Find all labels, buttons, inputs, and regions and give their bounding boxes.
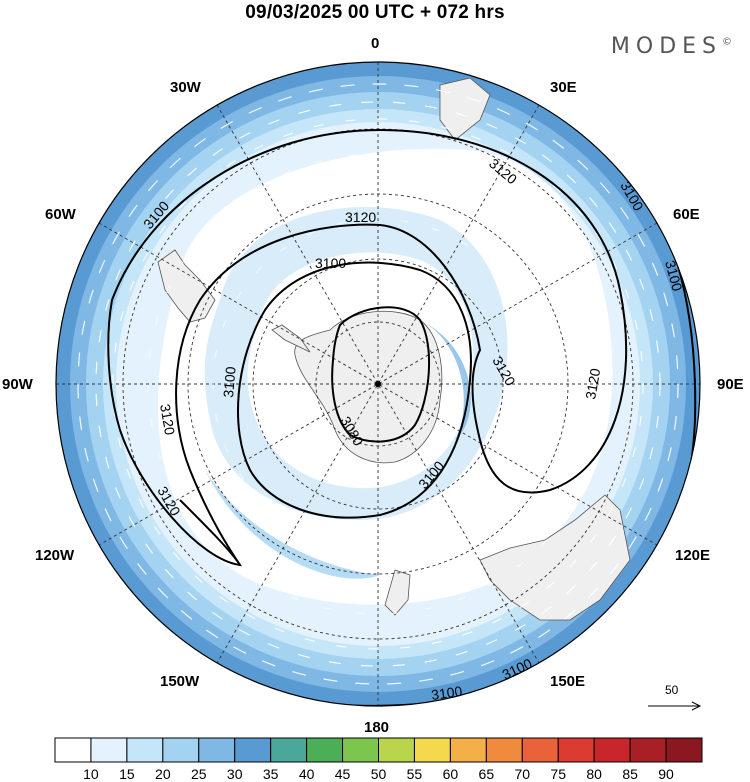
copyright-mark: © <box>722 36 732 48</box>
meridian-30e-150w <box>216 104 540 664</box>
contour-label: 3100 <box>220 366 239 399</box>
africa <box>439 77 491 141</box>
lon-label-30w: 30W <box>170 79 201 96</box>
lon-label-90w: 90W <box>2 376 33 393</box>
colorbar-tick-label: 35 <box>262 766 279 782</box>
colorbar-tick-label: 65 <box>478 766 495 782</box>
lon-label-60e: 60E <box>673 206 700 223</box>
lon-label-120w: 120W <box>35 547 75 564</box>
streak-sw <box>205 470 380 579</box>
lon-label-30e: 30E <box>550 79 577 96</box>
lon-label-90e: 90E <box>717 376 744 393</box>
coastlines <box>157 77 631 621</box>
colorbar-swatch <box>234 737 272 763</box>
meridian-60w-120e <box>98 222 658 546</box>
vector-ring-3 <box>112 118 644 650</box>
colorbar-tick-label: 50 <box>370 766 387 782</box>
colorbar-tick-label: 10 <box>83 766 99 782</box>
colorbar-tick-label: 55 <box>406 766 423 782</box>
colorbar-swatch <box>162 737 200 763</box>
colorbar-tick-label: 75 <box>550 766 566 782</box>
wind-reference-arrow <box>648 701 702 711</box>
colorbar-tick-label: 40 <box>298 766 315 782</box>
colorbar-swatch <box>449 737 487 763</box>
contour-3080 <box>331 306 430 443</box>
south-pole-marker <box>375 381 381 387</box>
colorbar-tick-label: 20 <box>155 766 171 782</box>
colorbar <box>54 737 703 763</box>
lon-label-120e: 120E <box>675 547 711 564</box>
contour-label: 3100 <box>430 683 463 703</box>
colorbar-swatch <box>54 737 92 763</box>
colorbar-swatch <box>270 737 308 763</box>
colorbar-swatch <box>378 737 415 763</box>
lon-label-60w: 60W <box>45 206 76 223</box>
colorbar-tick-label: 60 <box>442 766 459 782</box>
colorbar-swatch <box>665 737 703 763</box>
colorbar-swatch <box>342 737 379 763</box>
contour-3100 <box>237 261 472 519</box>
australia <box>479 494 631 621</box>
map-border <box>55 61 701 707</box>
lon-label-0: 0 <box>371 35 380 52</box>
wind-speed-shading <box>56 62 700 706</box>
colorbar-swatch <box>198 737 236 763</box>
colorbar-swatch <box>629 737 667 763</box>
colorbar-tick-label: 45 <box>334 766 351 782</box>
antarctica <box>294 310 443 464</box>
vector-ring-1 <box>77 83 679 685</box>
colorbar-swatch <box>557 737 595 763</box>
contour-label: 3120 <box>345 209 376 225</box>
colorbar-tick-label: 25 <box>190 766 207 782</box>
contour-label: 3100 <box>662 259 686 293</box>
colorbar-swatch <box>413 737 451 763</box>
lon-label-150e: 150E <box>550 673 586 690</box>
meridian-60e-120w <box>98 222 658 546</box>
forecast-title: 09/03/2025 00 UTC + 072 hrs <box>245 2 505 23</box>
contour-label: 3100 <box>315 255 346 271</box>
brand-text: MODES <box>610 34 722 59</box>
colorbar-swatch <box>306 737 344 763</box>
south-america <box>157 249 216 323</box>
vector-ring-5 <box>212 218 544 550</box>
colorbar-tick-label: 15 <box>119 766 135 782</box>
contour-label: 3120 <box>582 367 603 401</box>
reference-arrow-head <box>691 701 702 711</box>
graticule <box>56 62 700 706</box>
lon-label-180: 180 <box>364 719 390 736</box>
colorbar-swatch <box>521 737 559 763</box>
new-zealand <box>384 569 411 616</box>
wind-reference-label: 50 <box>665 683 679 697</box>
wind-vectors <box>77 83 679 685</box>
colorbar-tick-label: 30 <box>226 766 243 782</box>
vector-ring-2 <box>95 101 661 667</box>
colorbar-swatch <box>126 737 164 763</box>
vector-ring-4 <box>147 153 609 615</box>
modes-logo: MODES© <box>611 34 732 59</box>
colorbar-swatch <box>90 737 128 763</box>
meridian-30w-150e <box>216 104 540 664</box>
colorbar-tick-label: 70 <box>514 766 531 782</box>
colorbar-tick-label: 85 <box>622 766 638 782</box>
lon-label-150w: 150W <box>160 673 200 690</box>
colorbar-swatch <box>593 737 631 763</box>
colorbar-swatch <box>485 737 523 763</box>
colorbar-tick-label: 90 <box>658 766 674 782</box>
colorbar-tick-label: 80 <box>586 766 602 782</box>
contour-label: 3120 <box>157 403 178 437</box>
contour-3120-tail <box>179 499 241 566</box>
